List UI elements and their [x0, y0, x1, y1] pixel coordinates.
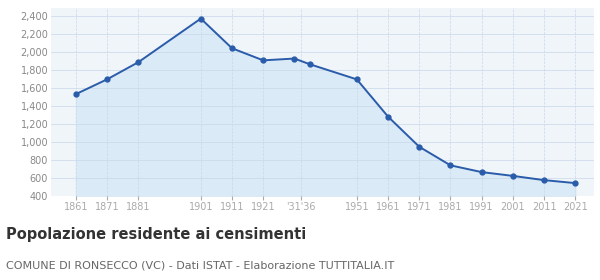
Text: Popolazione residente ai censimenti: Popolazione residente ai censimenti [6, 227, 306, 242]
Text: COMUNE DI RONSECCO (VC) - Dati ISTAT - Elaborazione TUTTITALIA.IT: COMUNE DI RONSECCO (VC) - Dati ISTAT - E… [6, 260, 394, 270]
